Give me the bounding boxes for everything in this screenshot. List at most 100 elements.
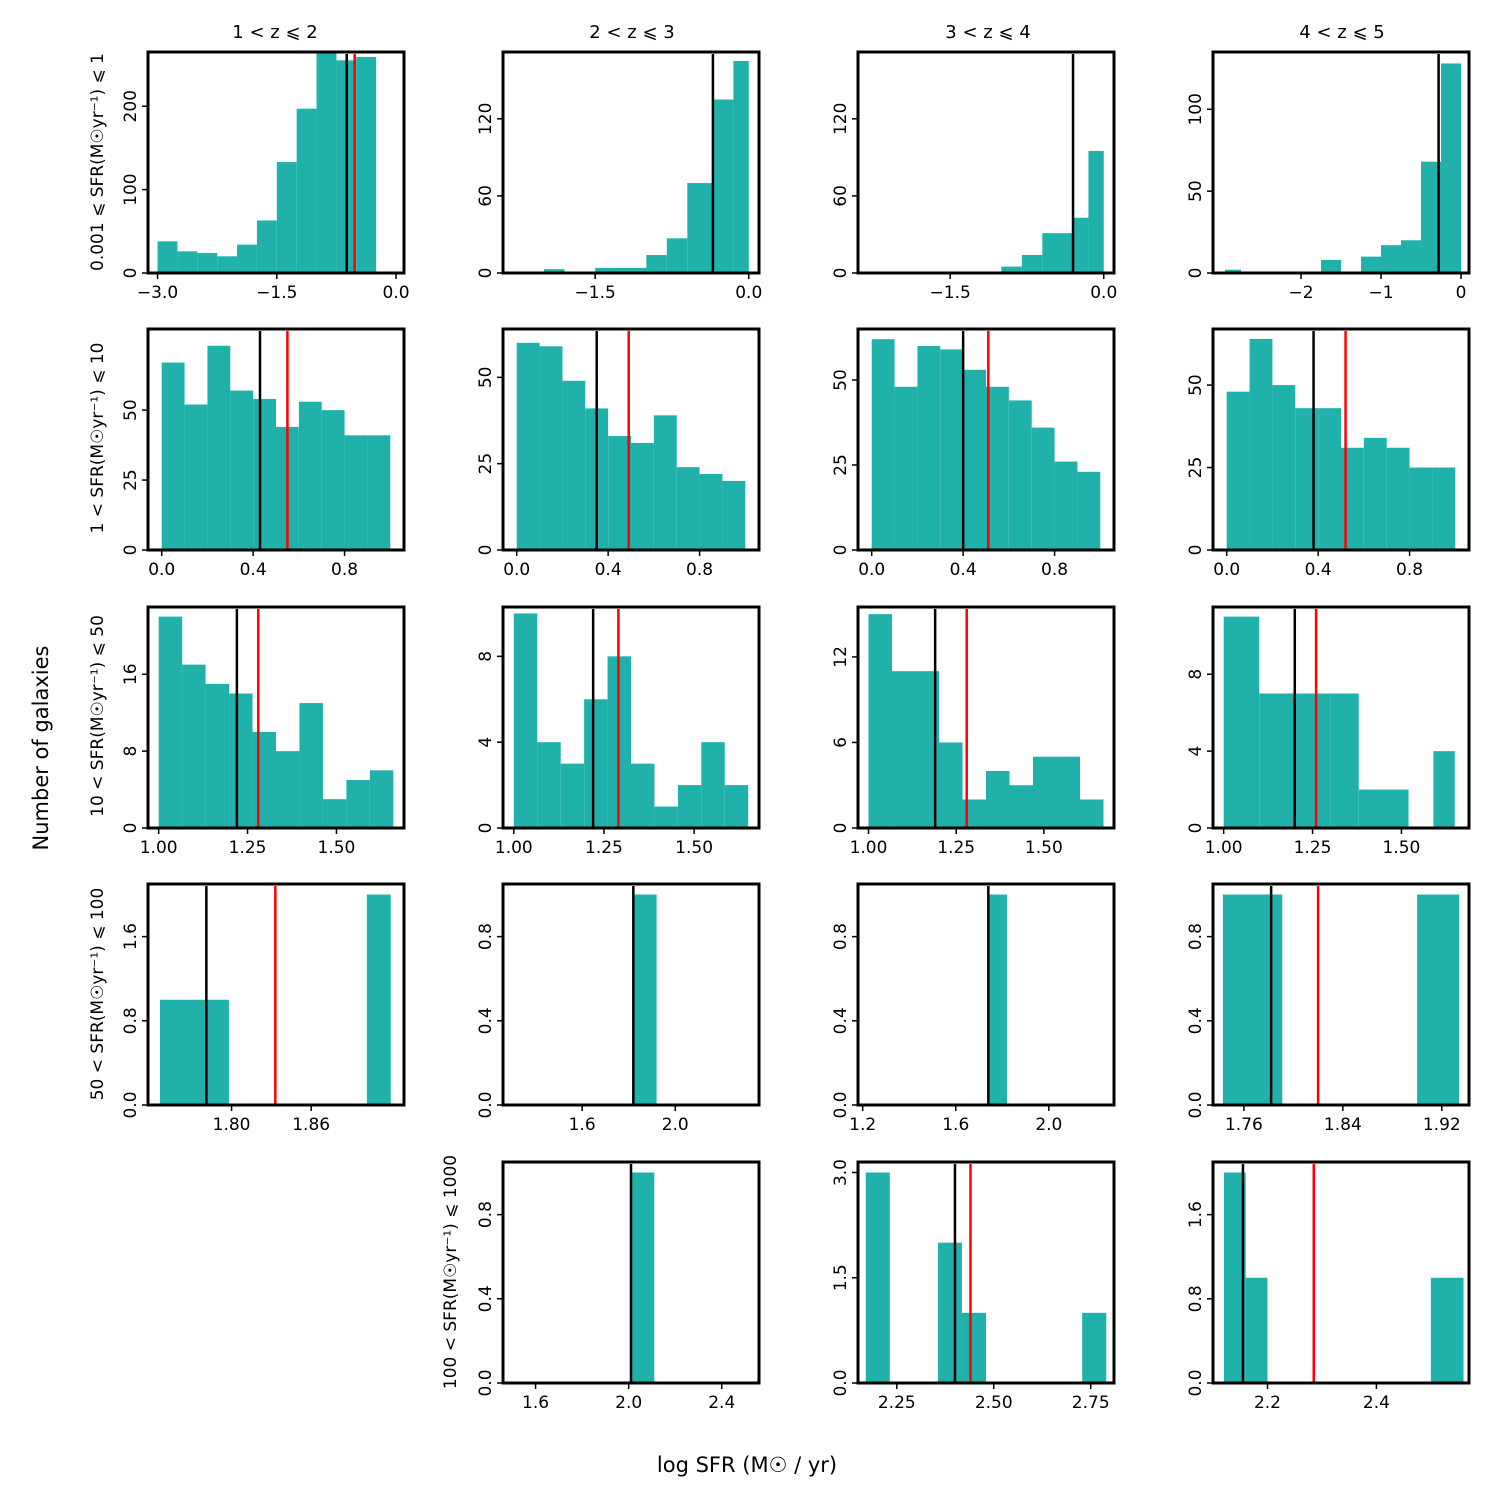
y-tick-label: 50 [831, 369, 851, 391]
y-tick-label: 25 [476, 453, 496, 475]
histogram-bar [229, 693, 253, 828]
panel-r4-c2: 1.6 2.0 0.0 0.4 0.8 [476, 882, 761, 1135]
x-tick-label: 1.50 [1025, 838, 1063, 858]
histogram-bar [892, 671, 916, 828]
x-tick-label: 1.00 [495, 838, 533, 858]
x-tick-label: 2.2 [1254, 1393, 1281, 1413]
y-tick-label: 25 [121, 469, 141, 491]
histogram-bar [159, 999, 229, 1105]
y-tick-label: 4 [1186, 746, 1206, 757]
y-tick-label: 0 [476, 268, 496, 279]
x-tick-label: −1 [1368, 283, 1393, 303]
y-tick-label: 12 [831, 646, 851, 668]
histogram-bar [516, 342, 540, 550]
histogram-bar [1088, 150, 1104, 273]
histogram-bar [963, 369, 986, 550]
histogram-bar [724, 785, 749, 828]
y-tick-label: 0 [1186, 545, 1206, 556]
histogram-bar [595, 267, 647, 273]
histogram-bar [1363, 437, 1387, 550]
histogram-bar [1032, 756, 1057, 828]
histogram-bar [1031, 427, 1055, 550]
histogram-bar [543, 269, 565, 273]
histogram-bar [276, 162, 297, 273]
y-tick-label: 0 [831, 823, 851, 834]
panel-r1-c2: −1.5 0.0 0 60 120 [476, 50, 762, 303]
y-tick-label: 0 [1186, 823, 1206, 834]
x-tick-label: 0.4 [595, 560, 622, 580]
histogram-bar [253, 398, 276, 550]
histogram-bar [1361, 256, 1381, 273]
histogram-bar [1330, 693, 1359, 828]
y-tick-label: 0.0 [476, 1091, 496, 1118]
y-tick-label: 60 [831, 185, 851, 207]
y-tick-label: 0.8 [831, 923, 851, 950]
y-tick-label: 0.0 [831, 1369, 851, 1396]
axes-frame [146, 327, 406, 552]
x-tick-label: 0.4 [240, 560, 267, 580]
histogram-bar [1386, 447, 1410, 550]
y-tick-label: 0.8 [121, 1007, 141, 1034]
histogram-bar [1077, 471, 1101, 550]
histogram-bar [1272, 385, 1296, 550]
histogram-bar [1321, 259, 1341, 273]
x-tick-label: 0.8 [686, 560, 713, 580]
y-tick-label: 0.8 [476, 923, 496, 950]
histogram-bar [197, 252, 218, 273]
histogram-bar [1409, 467, 1433, 550]
histogram-bar [158, 616, 183, 828]
x-tick-label: 1.50 [675, 838, 713, 858]
panel-r5-c2: 1.6 2.0 2.4 0.0 0.4 0.8 [476, 1160, 761, 1413]
x-tick-label: 0.8 [331, 560, 358, 580]
x-tick-label: 0 [1456, 283, 1467, 303]
histogram-bar [988, 894, 1007, 1105]
histogram-bar [676, 467, 700, 551]
histogram-bar [871, 339, 895, 550]
x-tick-label: 0.8 [1041, 560, 1068, 580]
histogram-bar [1056, 756, 1080, 828]
x-tick-label: 2.25 [878, 1393, 916, 1413]
x-tick-label: 0.0 [1213, 560, 1240, 580]
axes-frame [1211, 605, 1471, 830]
x-tick-label: 1.6 [569, 1115, 596, 1135]
x-tick-label: 0.0 [383, 283, 410, 303]
histogram-bar [369, 770, 394, 828]
y-tick-label: 4 [476, 737, 496, 748]
histogram-bar [1225, 269, 1241, 273]
y-tick-label: 0.0 [1186, 1369, 1206, 1396]
histogram-bar [1245, 1277, 1268, 1383]
x-tick-label: 2.0 [1035, 1115, 1062, 1135]
histogram-bar [654, 806, 678, 828]
y-tick-label: 100 [121, 173, 141, 205]
y-tick-label: 8 [121, 746, 141, 757]
histogram-bar [252, 731, 276, 828]
histogram-bar [299, 703, 323, 828]
axes-frame [501, 1160, 761, 1385]
y-tick-label: 0 [831, 268, 851, 279]
y-tick-label: 25 [831, 454, 851, 476]
x-tick-label: 2.75 [1072, 1393, 1110, 1413]
panel-r1-c4: −2 −1 0 0 50 100 [1186, 50, 1471, 303]
y-tick-label: 0 [476, 823, 496, 834]
panel-r2-c1: 0.0 0.4 0.8 0 25 50 [121, 327, 406, 580]
x-tick-label: 0.4 [1305, 560, 1332, 580]
histogram-bar [677, 785, 702, 828]
histogram-bar [1008, 400, 1032, 550]
y-tick-label: 60 [476, 185, 496, 207]
histogram-bar [217, 256, 238, 273]
histogram-bar [1054, 461, 1078, 550]
histogram-bar [1318, 408, 1341, 550]
histogram-bar [631, 442, 654, 550]
histogram-bar [207, 345, 231, 550]
histogram-bar [1432, 467, 1456, 550]
histogram-bar [230, 390, 254, 550]
histogram-bar [205, 683, 230, 828]
x-tick-label: 1.86 [292, 1115, 330, 1135]
y-tick-label: 0 [121, 545, 141, 556]
axes-frame [856, 327, 1116, 552]
histogram-bar [1433, 751, 1455, 828]
x-tick-label: 1.00 [1205, 838, 1243, 858]
axes-frame [856, 605, 1116, 830]
histogram-bar [1401, 240, 1421, 273]
